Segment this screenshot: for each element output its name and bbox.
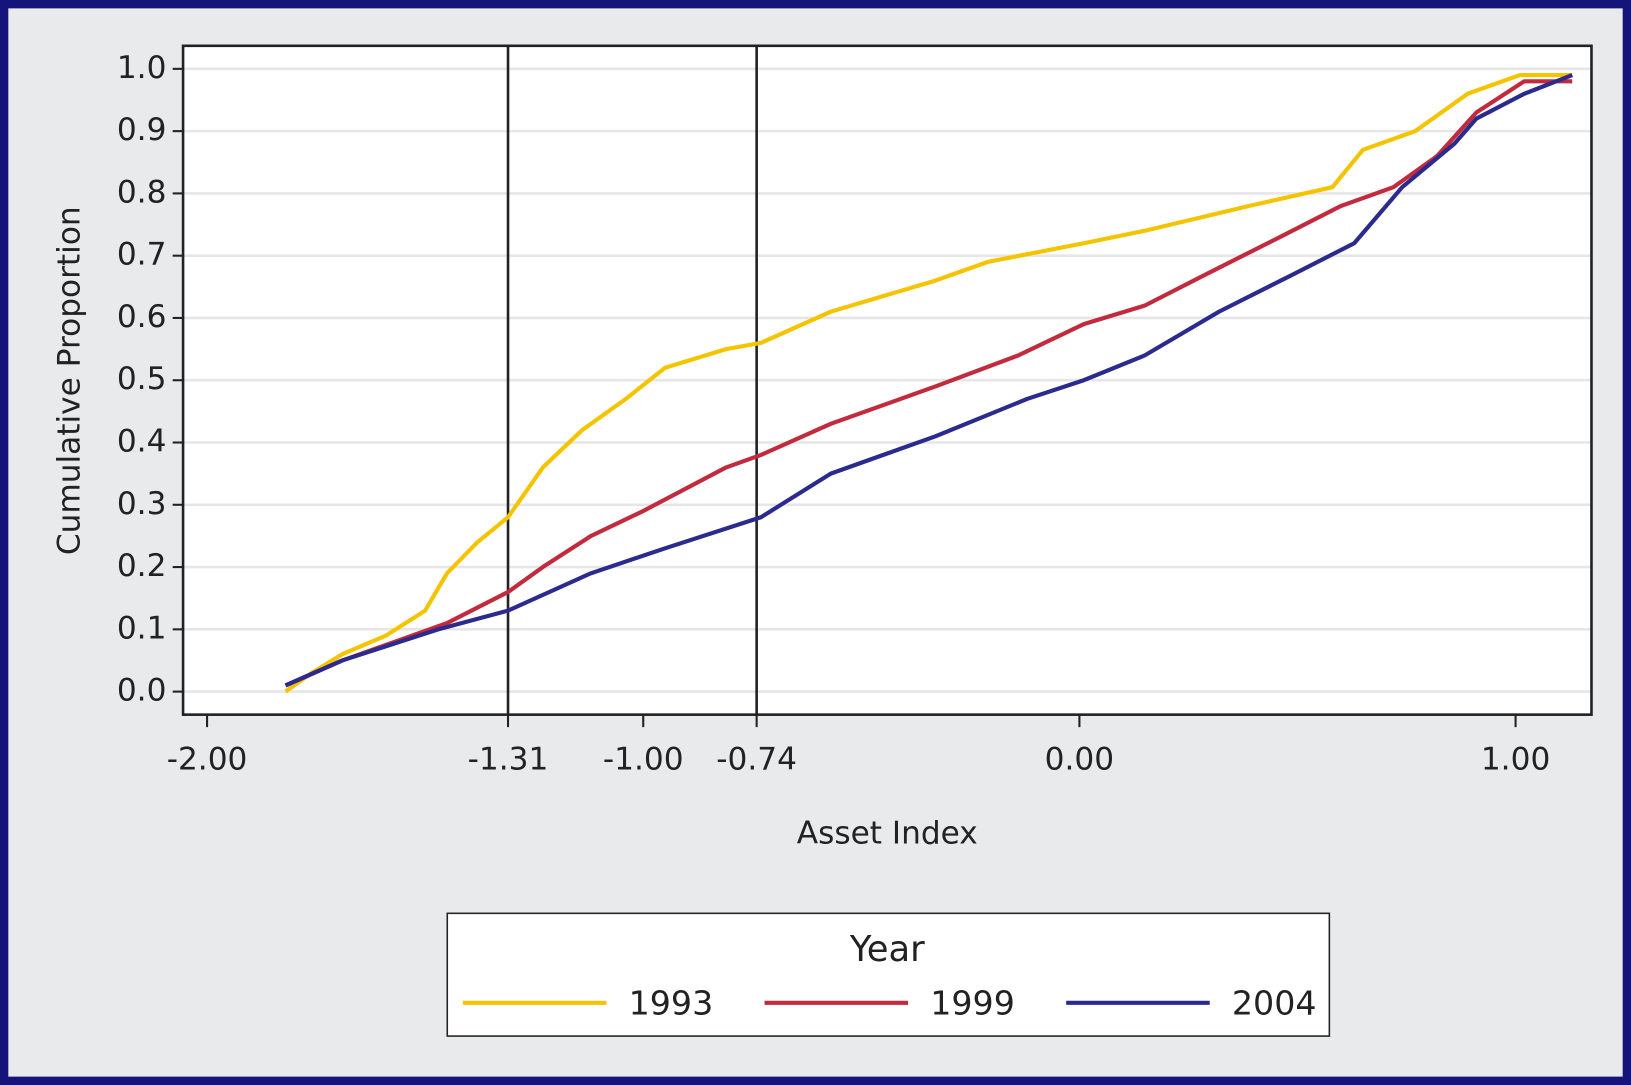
y-tick-label: 0.0: [117, 673, 167, 709]
legend-title: Year: [849, 929, 925, 970]
y-tick-label: 0.4: [117, 424, 167, 460]
y-tick-label: 0.7: [117, 237, 167, 273]
y-tick-label: 0.9: [117, 112, 167, 148]
y-tick-label: 1.0: [117, 50, 167, 86]
series-line: [284, 79, 1573, 688]
series-line: [284, 72, 1573, 694]
x-tick-label: -2.00: [167, 741, 248, 777]
x-tick-label: 0.00: [1045, 741, 1114, 777]
x-axis-label: Asset Index: [797, 815, 978, 851]
series-line: [284, 73, 1573, 688]
lines: [284, 72, 1573, 694]
legend-label: 1993: [629, 983, 714, 1022]
x-tick-label: -0.74: [716, 741, 797, 777]
y-axis-label: Cumulative Proportion: [52, 206, 88, 555]
x-tick-label: 1.00: [1481, 741, 1550, 777]
legend-label: 2004: [1232, 983, 1317, 1022]
legend-box: [446, 912, 1331, 1037]
y-tick-label: 0.8: [117, 174, 167, 210]
y-tick-label: 0.2: [117, 548, 167, 584]
legend-label: 1999: [930, 983, 1015, 1022]
y-tick-label: 0.1: [117, 610, 167, 646]
x-tick-label: -1.31: [468, 741, 549, 777]
x-tick-label: -1.00: [603, 741, 684, 777]
y-tick-label: 0.6: [117, 299, 167, 335]
y-tick-label: 0.5: [117, 361, 167, 397]
y-tick-label: 0.3: [117, 486, 167, 522]
grid: [183, 45, 1592, 715]
